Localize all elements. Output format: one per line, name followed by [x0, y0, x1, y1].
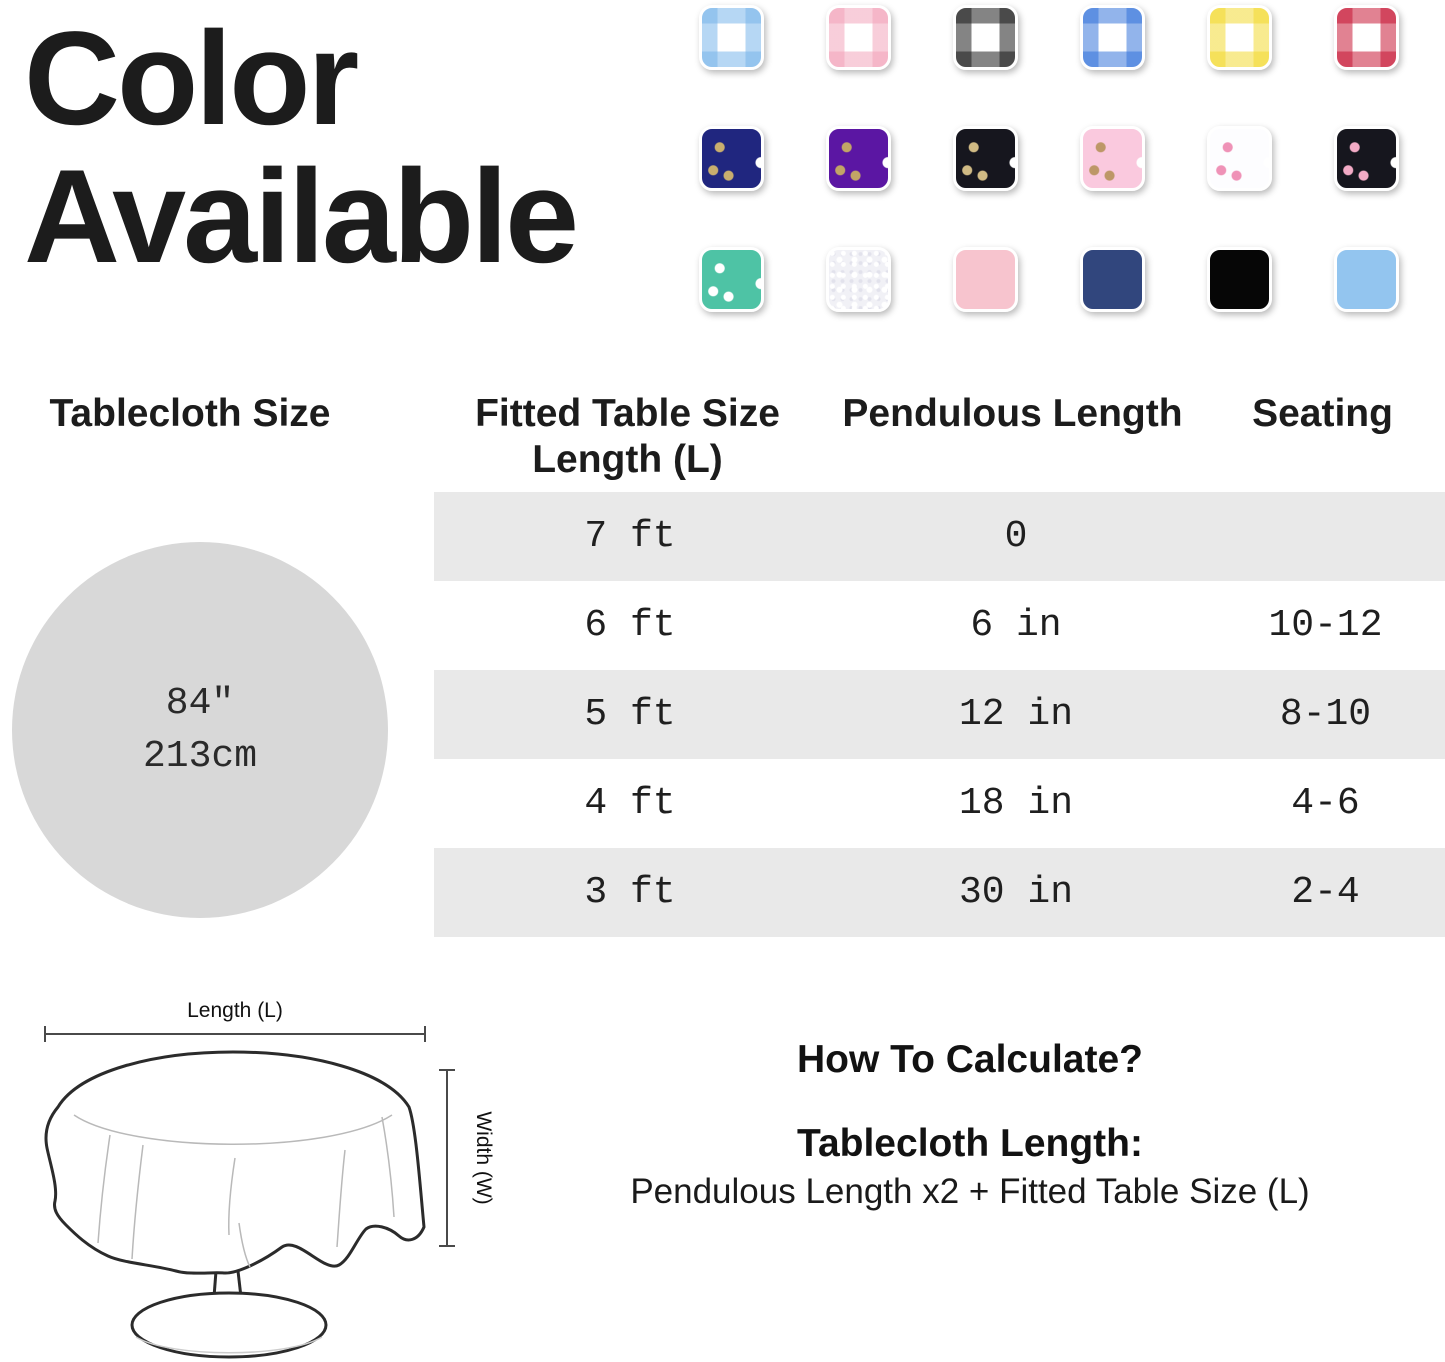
size-table-cell: 7 ft: [584, 515, 676, 558]
size-table-cell: 3 ft: [584, 871, 676, 914]
black-gingham-swatch: [953, 5, 1018, 70]
width-measure-line: [439, 1069, 455, 1247]
red-gingham-swatch: [1334, 5, 1399, 70]
size-table-row: 4 ft 18 in 4-6: [434, 759, 1445, 848]
page-title: Color Available: [24, 5, 579, 291]
size-inches: 84″: [165, 682, 235, 725]
size-table-body: 7 ft 0 6 ft 6 in 10-12 5 ft 12 in 8-10 4 ft 18 in…: [434, 492, 1445, 937]
column-header-pendulous-length: Pendulous Length: [842, 392, 1183, 435]
table-base-highlight: [135, 1336, 323, 1354]
column-header-fitted-line2: Length (L): [532, 438, 723, 481]
column-header-fitted-line1: Fitted Table Size: [475, 392, 780, 435]
pink-gingham-swatch: [826, 5, 891, 70]
mint-white-dot-swatch: [699, 247, 764, 312]
size-table-row: 6 ft 6 in 10-12: [434, 581, 1445, 670]
black-gold-dot-swatch: [953, 126, 1018, 191]
calc-title: How To Calculate?: [797, 1038, 1143, 1081]
size-table-cell: 5 ft: [584, 693, 676, 736]
size-table-cell: 6 in: [970, 604, 1062, 647]
size-table-cell: 12 in: [958, 693, 1074, 736]
size-table-row: 3 ft 30 in 2-4: [434, 848, 1445, 937]
yellow-gingham-swatch: [1207, 5, 1272, 70]
calc-formula: Pendulous Length x2 + Fitted Table Size …: [630, 1172, 1310, 1211]
size-table-cell: 18 in: [958, 782, 1074, 825]
calc-subtitle: Tablecloth Length:: [797, 1122, 1143, 1165]
light-blue-gingham-swatch: [699, 5, 764, 70]
pink-solid-swatch: [953, 247, 1018, 312]
column-header-tablecloth-size: Tablecloth Size: [49, 392, 331, 435]
tablecloth-size-circle: 84″ 213cm: [12, 542, 388, 918]
blue-gingham-swatch: [1080, 5, 1145, 70]
table-base: [130, 1291, 328, 1359]
diagram-width-label: Width (W): [472, 1111, 495, 1204]
size-cm: 213cm: [142, 735, 258, 778]
white-pink-dot-swatch: [1207, 126, 1272, 191]
navy-solid-swatch: [1080, 247, 1145, 312]
size-table-cell: 4 ft: [584, 782, 676, 825]
diagram-length-label: Length (L): [187, 999, 283, 1022]
black-solid-swatch: [1207, 247, 1272, 312]
pink-gold-dot-swatch: [1080, 126, 1145, 191]
purple-gold-dot-swatch: [826, 126, 891, 191]
white-lace-swatch: [826, 247, 891, 312]
light-blue-solid-swatch: [1334, 247, 1399, 312]
size-table-row: 7 ft 0: [434, 492, 1445, 581]
size-table-cell: 0: [1004, 515, 1028, 558]
size-table-cell: 10-12: [1268, 604, 1383, 647]
column-header-seating: Seating: [1252, 392, 1393, 435]
length-measure-line: [44, 1026, 426, 1042]
size-table-cell: 8-10: [1279, 693, 1372, 736]
color-swatch-grid: [699, 5, 1399, 312]
size-table-cell: 4-6: [1291, 782, 1360, 825]
size-table-cell: 30 in: [958, 871, 1074, 914]
size-table-cell: [1206, 492, 1445, 581]
size-table-row: 5 ft 12 in 8-10: [434, 670, 1445, 759]
navy-gold-dot-swatch: [699, 126, 764, 191]
tablecloth-diagram: Length (L) Width (W): [44, 999, 495, 1359]
size-table-cell: 2-4: [1291, 871, 1360, 914]
black-pink-dot-swatch: [1334, 126, 1399, 191]
size-table-cell: 6 ft: [584, 604, 676, 647]
tablecloth-folds: [73, 1114, 395, 1268]
column-header-fitted-table-size: Fitted Table Size Length (L): [440, 391, 815, 483]
